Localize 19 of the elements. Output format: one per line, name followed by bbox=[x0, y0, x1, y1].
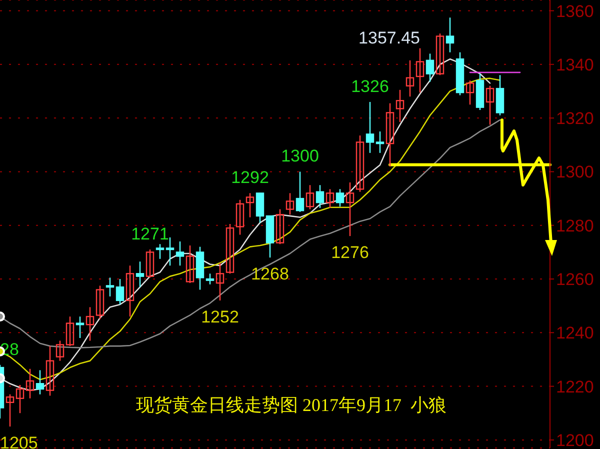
text: 1271 bbox=[131, 224, 169, 244]
y-tick-label: 1240 bbox=[556, 324, 594, 343]
annotation: 现货黄金日线走势图 2017年9月17 小狼 bbox=[136, 394, 446, 417]
y-tick-label: 1280 bbox=[556, 216, 594, 236]
text: 1326 bbox=[351, 76, 389, 96]
y-tick-label: 1300 bbox=[556, 162, 594, 182]
text: 1276 bbox=[331, 243, 369, 262]
text: 1252 bbox=[201, 307, 239, 326]
y-tick-label: 1320 bbox=[556, 109, 594, 128]
text: 1300 bbox=[281, 146, 319, 166]
y-tick-label: 1340 bbox=[556, 55, 594, 74]
text: 1292 bbox=[231, 168, 269, 188]
text: 1268 bbox=[251, 264, 289, 284]
y-tick-label: 1220 bbox=[556, 377, 594, 396]
y-tick-label: 1200 bbox=[556, 430, 594, 449]
y-tick-label: 1360 bbox=[556, 2, 594, 21]
y-tick-label: 1260 bbox=[556, 270, 594, 290]
text: 1357.45 bbox=[358, 28, 420, 48]
text: 1205 bbox=[0, 434, 38, 449]
